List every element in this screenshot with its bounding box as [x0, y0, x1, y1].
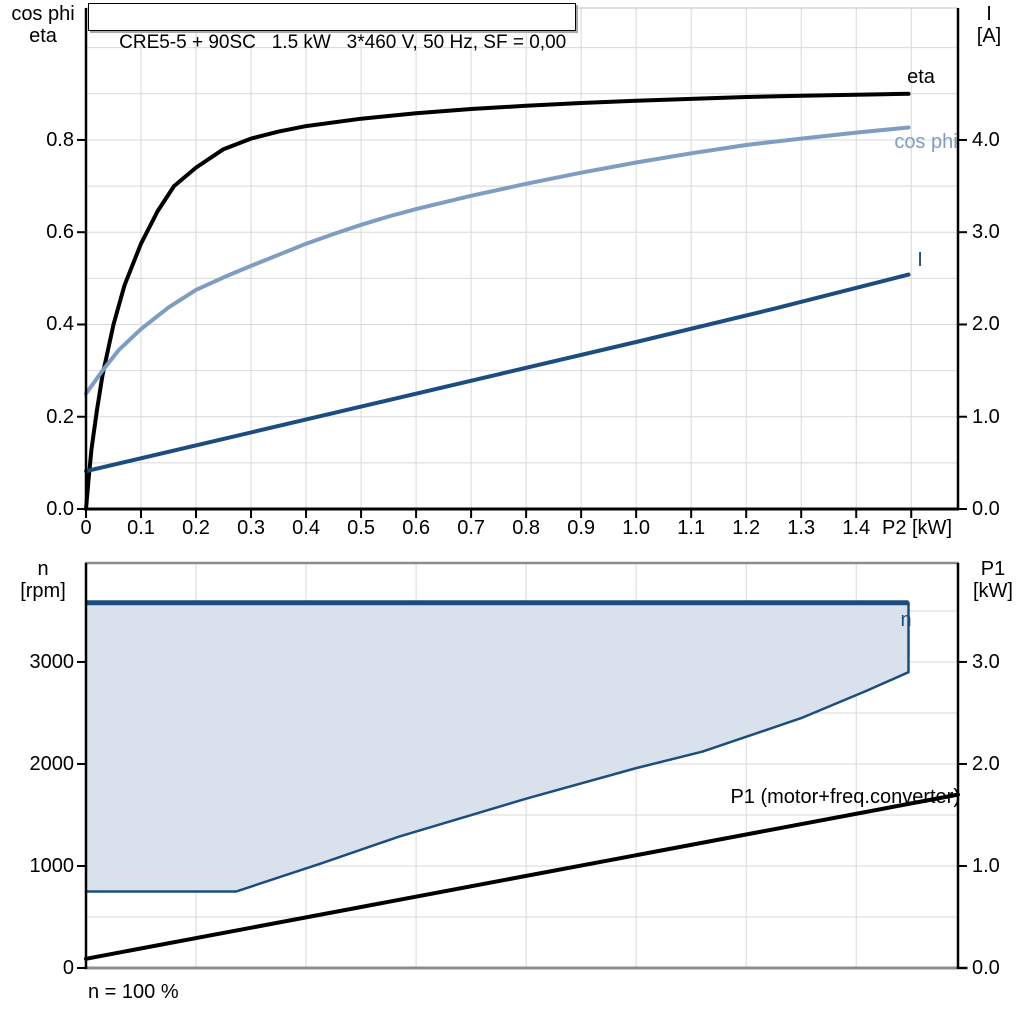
- tick-label: 0.4: [292, 517, 320, 539]
- chart-title-box: CRE5-5 + 90SC 1.5 kW 3*460 V, 50 Hz, SF …: [88, 3, 577, 53]
- tick-label: 1.2: [732, 517, 761, 539]
- tick-label: 1.0: [622, 517, 651, 539]
- speed-footnote: n = 100 %: [88, 981, 179, 1003]
- tick-label: 0: [62, 957, 74, 979]
- cos-phi-axis-label: cos phi: [11, 3, 75, 25]
- p1-axis-unit: [kW]: [973, 580, 1013, 602]
- tick-label: 0.0: [972, 957, 1000, 979]
- top-right-axis-label: I [A]: [960, 3, 1018, 47]
- p1-curve-label: P1 (motor+freq.converter): [730, 786, 960, 808]
- chart-path: [84, 792, 960, 961]
- tick-label: 0.0: [46, 498, 74, 520]
- speed-axis-label: n: [37, 558, 49, 580]
- tick-label: 0: [80, 517, 92, 539]
- tick-label: 0.9: [567, 517, 596, 539]
- tick-label: 0.1: [127, 517, 155, 539]
- top-left-axis-label: cos phi eta: [4, 3, 82, 47]
- cos-phi-curve-label: cos phi: [894, 131, 958, 153]
- tick-label: 3000: [29, 650, 75, 673]
- tick-label: 0.7: [457, 517, 486, 539]
- eta-curve-label: eta: [907, 66, 935, 88]
- tick-label: 0.8: [512, 517, 541, 539]
- tick-label: 1.1: [677, 517, 706, 539]
- chart-path: [84, 272, 911, 474]
- tick-label: 0.5: [347, 517, 375, 539]
- tick-label: 2.0: [972, 313, 1000, 336]
- tick-label: 0.2: [182, 517, 210, 539]
- chart-path: [86, 602, 909, 892]
- current-axis-unit: [A]: [976, 25, 1002, 47]
- tick-label: 2.0: [972, 752, 1000, 775]
- tick-label: 0.6: [402, 517, 430, 539]
- bottom-right-axis-label: P1 [kW]: [964, 558, 1022, 602]
- tick-label: 2000: [29, 752, 75, 775]
- chart-path: [84, 91, 911, 511]
- x-axis-label: P2 [kW]: [881, 517, 952, 539]
- tick-label: 1.0: [972, 405, 1000, 428]
- tick-label: 1.3: [787, 517, 816, 539]
- speed-axis-unit: [rpm]: [20, 580, 66, 602]
- tick-label: 1000: [29, 854, 75, 877]
- chart-path: [84, 601, 910, 893]
- tick-label: 0.8: [46, 128, 74, 151]
- speed-region-label: n: [900, 609, 912, 631]
- current-curve-label: I: [917, 249, 923, 271]
- tick-label: 4.0: [972, 128, 1000, 151]
- tick-label: 3.0: [972, 221, 1000, 244]
- tick-label: 1.4: [842, 517, 871, 539]
- tick-label: 0.3: [237, 517, 265, 539]
- chart-path: [84, 125, 911, 396]
- tick-label: 1.0: [972, 854, 1000, 877]
- tick-label: 0.2: [46, 405, 74, 428]
- bottom-left-axis-label: n [rpm]: [4, 558, 82, 602]
- eta-axis-label: eta: [29, 25, 57, 47]
- current-axis-label: I: [986, 3, 992, 25]
- chart-title: CRE5-5 + 90SC 1.5 kW 3*460 V, 50 Hz, SF …: [119, 32, 567, 53]
- p1-axis-label: P1: [980, 558, 1006, 580]
- tick-label: 3.0: [972, 650, 1000, 673]
- tick-label: 0.0: [972, 498, 1000, 520]
- tick-label: 0.4: [46, 313, 74, 336]
- tick-label: 0.6: [46, 221, 74, 244]
